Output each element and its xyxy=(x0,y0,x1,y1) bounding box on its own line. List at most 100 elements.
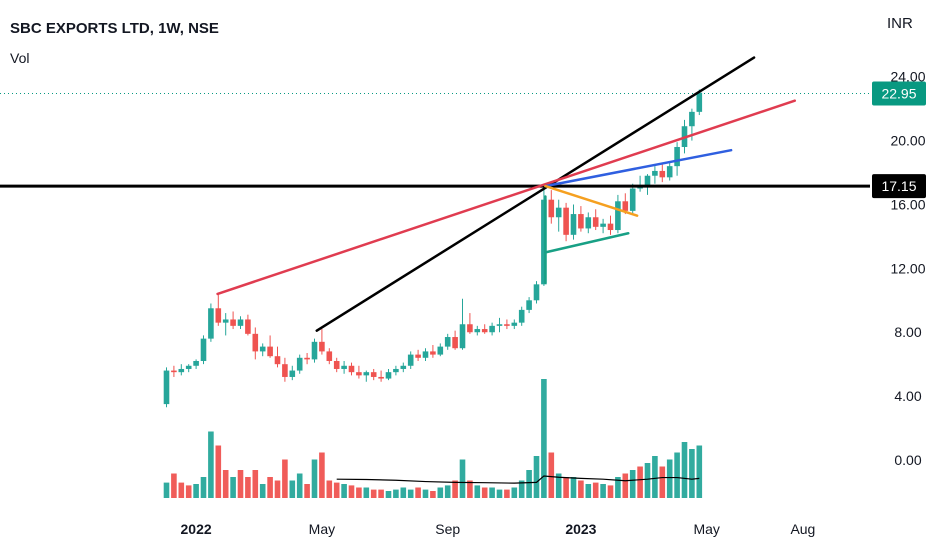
candle-body xyxy=(259,346,266,352)
candle-body xyxy=(600,223,606,227)
candle-body xyxy=(178,368,185,373)
volume-bar xyxy=(311,459,318,498)
candle-body xyxy=(518,309,525,323)
volume-bar xyxy=(541,379,547,498)
y-tick-label: 8.00 xyxy=(894,324,921,340)
volume-bar xyxy=(215,445,222,498)
volume-bar xyxy=(356,487,362,498)
candle-body xyxy=(341,365,347,369)
candle-body xyxy=(452,337,458,349)
candle-body xyxy=(555,207,562,218)
candle-body xyxy=(430,351,436,355)
volume-bar xyxy=(637,466,643,498)
volume-bar xyxy=(600,484,606,498)
volume-bar xyxy=(267,477,273,498)
volume-bar xyxy=(326,480,333,498)
candle-body xyxy=(689,111,695,127)
candle-body xyxy=(607,223,614,231)
volume-bar xyxy=(200,477,207,498)
volume-bar xyxy=(481,487,488,498)
volume-bar xyxy=(178,482,185,498)
chart-title: SBC EXPORTS LTD, 1W, NSE xyxy=(10,20,219,37)
candle-body xyxy=(511,322,518,326)
candle-body xyxy=(563,207,569,235)
candle-body xyxy=(193,360,199,366)
candle-body xyxy=(363,372,370,376)
volume-bar xyxy=(341,484,347,498)
volume-bar xyxy=(681,442,688,498)
candle-body xyxy=(585,217,592,229)
volume-bar xyxy=(607,485,614,498)
y-tick-label: 24.00 xyxy=(890,69,925,85)
candle-body xyxy=(274,356,281,365)
candle-body xyxy=(467,324,473,333)
volume-bar xyxy=(415,487,421,498)
volume-bar xyxy=(274,480,281,498)
volume-bar xyxy=(430,491,436,498)
volume-bar xyxy=(548,452,555,498)
volume-bar xyxy=(208,431,214,498)
volume-bar xyxy=(659,466,666,498)
candle-body xyxy=(200,338,207,361)
candle-body xyxy=(326,351,333,361)
volume-bar xyxy=(437,487,444,498)
volume-bar xyxy=(674,452,680,498)
volume-bar xyxy=(444,485,451,498)
candle-body xyxy=(304,357,310,360)
candle-body xyxy=(489,325,495,333)
trendline[interactable] xyxy=(544,231,630,254)
x-tick-label: 2022 xyxy=(181,521,212,537)
candle-body xyxy=(592,217,599,227)
volume-bar xyxy=(696,445,703,498)
volume-bar xyxy=(622,473,629,498)
volume-bar xyxy=(393,489,399,498)
candle-body xyxy=(629,188,636,211)
volume-indicator-label[interactable]: Vol xyxy=(10,50,30,66)
candle-body xyxy=(666,166,673,178)
candle-body xyxy=(400,365,407,369)
volume-bar xyxy=(259,484,266,498)
volume-bar xyxy=(511,487,518,498)
trendline[interactable] xyxy=(216,99,797,296)
level-price-label-bg xyxy=(872,174,926,199)
candle-body xyxy=(319,341,325,352)
candle-body xyxy=(674,146,680,167)
volume-bar xyxy=(333,482,340,498)
volume-bar xyxy=(296,473,303,498)
trendline[interactable] xyxy=(315,56,756,332)
trendline[interactable] xyxy=(544,148,733,188)
volume-bar xyxy=(496,489,503,498)
volume-bar xyxy=(644,463,651,498)
candle-body xyxy=(163,370,170,405)
last-price-label-bg xyxy=(872,81,926,106)
volume-bar xyxy=(474,485,481,498)
volume-bar xyxy=(652,456,658,498)
volume-bar xyxy=(592,482,599,498)
volume-bar xyxy=(615,477,621,498)
volume-bar xyxy=(378,489,384,498)
volume-bar xyxy=(526,470,532,498)
candle-body xyxy=(696,92,703,112)
volume-bar xyxy=(689,449,695,498)
y-tick-label: 20.00 xyxy=(890,133,925,149)
candle-body xyxy=(393,368,399,373)
volume-bar xyxy=(237,470,244,498)
candle-body xyxy=(333,360,340,369)
candle-body xyxy=(230,319,236,326)
trendline[interactable] xyxy=(544,184,639,217)
candle-body xyxy=(245,319,251,334)
volume-bar xyxy=(666,459,673,498)
volume-bar xyxy=(518,480,525,498)
volume-bar xyxy=(504,489,510,498)
volume-bar xyxy=(282,459,288,498)
candle-body xyxy=(504,324,510,326)
volume-bar xyxy=(489,487,495,498)
candle-body xyxy=(415,354,421,358)
volume-bar xyxy=(319,452,325,498)
candle-body xyxy=(222,319,229,323)
volume-bar xyxy=(452,480,458,498)
volume-bar xyxy=(245,477,251,498)
x-tick-label: Aug xyxy=(790,521,815,537)
